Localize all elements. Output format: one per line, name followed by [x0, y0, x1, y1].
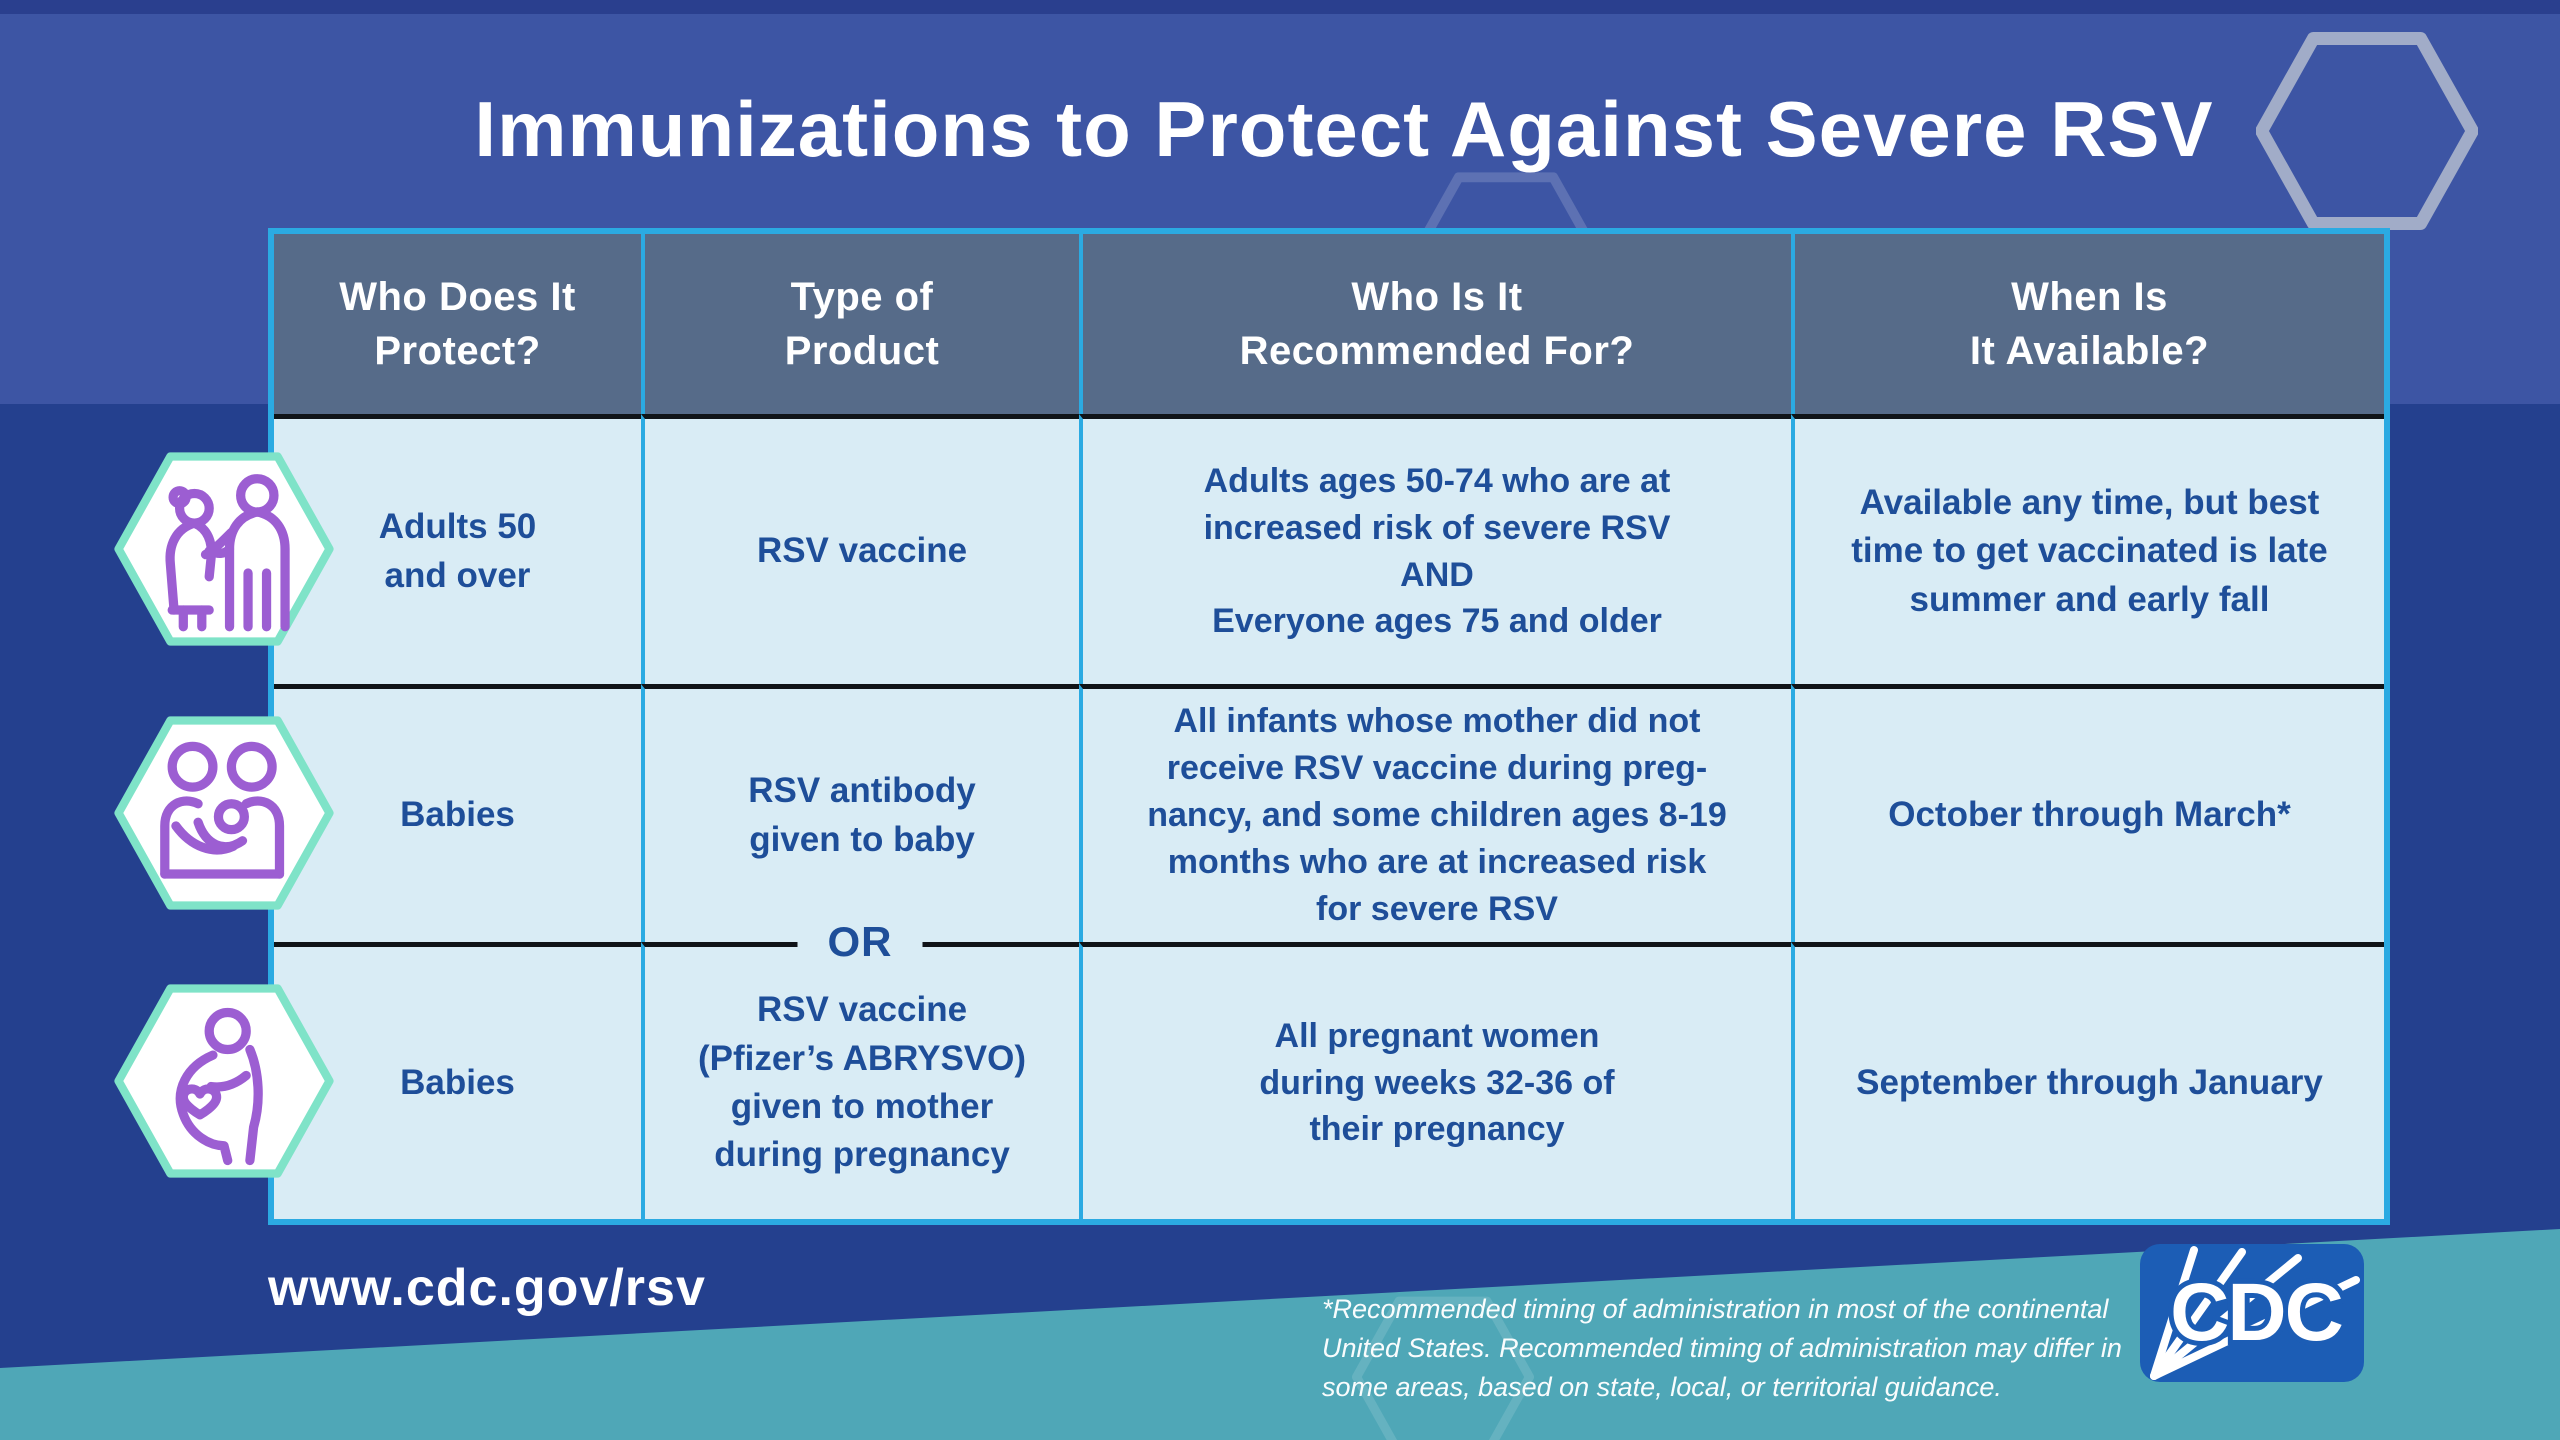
cell-row3-product: RSV vaccine (Pfizer’s ABRYSVO) given to … — [641, 942, 1079, 1219]
cdc-logo-text: CDC — [2170, 1267, 2342, 1358]
cdc-rsv-url[interactable]: www.cdc.gov/rsv — [268, 1259, 706, 1317]
parents-with-baby-icon — [113, 711, 335, 915]
top-edge-strip — [0, 0, 2560, 14]
column-header-product-type: Type of Product — [641, 234, 1079, 414]
or-divider-label: OR — [797, 915, 923, 969]
cdc-logo: CDC — [2138, 1242, 2366, 1384]
cell-row2-available: October through March* — [1791, 684, 2384, 942]
older-adults-icon — [113, 447, 335, 651]
cell-row1-who: Adults 50 and over — [274, 414, 641, 684]
hexagon-outline-top-right — [2256, 28, 2478, 234]
hexagon-outline-teal-area — [1352, 1292, 1534, 1440]
column-header-who-protect: Who Does It Protect? — [274, 234, 641, 414]
cell-row1-available: Available any time, but best time to get… — [1791, 414, 2384, 684]
cell-row3-available: September through January — [1791, 942, 2384, 1219]
cell-row1-product: RSV vaccine — [641, 414, 1079, 684]
cell-row3-recommended: All pregnant women during weeks 32-36 of… — [1079, 942, 1791, 1219]
cell-row2-recommended: All infants whose mother did not receive… — [1079, 684, 1791, 942]
cell-row2-product: RSV antibody given to baby — [641, 684, 1079, 942]
page-title: Immunizations to Protect Against Severe … — [474, 85, 2214, 173]
timing-footnote: *Recommended timing of administration in… — [1322, 1294, 2122, 1403]
cell-row2-who: Babies — [274, 684, 641, 942]
pregnant-woman-icon — [113, 979, 335, 1183]
cell-row3-who: Babies — [274, 942, 641, 1219]
column-header-availability: When Is It Available? — [1791, 234, 2384, 414]
column-header-recommended: Who Is It Recommended For? — [1079, 234, 1791, 414]
cell-row1-recommended: Adults ages 50-74 who are at increased r… — [1079, 414, 1791, 684]
rsv-immunization-table: Who Does It Protect? Type of Product Who… — [268, 228, 2390, 1225]
